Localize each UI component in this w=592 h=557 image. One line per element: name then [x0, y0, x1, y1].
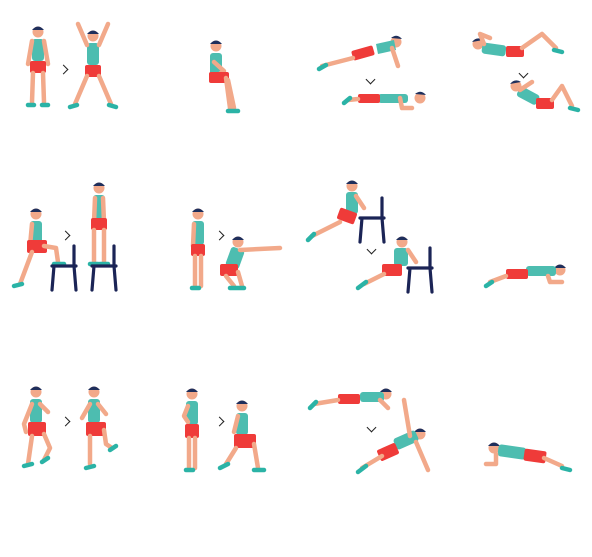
exercise-abdominal-crunch	[470, 30, 582, 114]
exercise-side-plank	[482, 440, 573, 476]
triceps-dip-figure	[305, 180, 434, 294]
exercise-lunge	[180, 386, 280, 474]
exercise-push-up-and-rotation	[304, 384, 440, 476]
exercise-wall-sit	[200, 38, 250, 114]
plank-figure	[483, 264, 566, 289]
lunge-figure	[181, 388, 267, 473]
step-up-figure	[11, 182, 118, 292]
exercise-high-knees-running	[16, 384, 120, 474]
high-knees-figure	[21, 386, 119, 471]
exercise-push-up	[316, 32, 426, 114]
push-up-rotation-figure	[307, 388, 431, 475]
squat-figure	[189, 208, 283, 291]
wall-sit-figure	[209, 40, 241, 114]
push-up-figure	[316, 35, 426, 111]
jumping-jacks-figure	[25, 21, 119, 110]
exercise-jumping-jacks	[20, 21, 120, 114]
exercise-plank	[482, 260, 572, 290]
crunch-figure	[472, 31, 581, 113]
side-plank-figure	[483, 442, 573, 473]
exercise-triceps-dip-on-chair	[304, 178, 440, 294]
exercise-step-up-onto-chair	[10, 182, 125, 292]
exercise-squat	[186, 206, 283, 292]
